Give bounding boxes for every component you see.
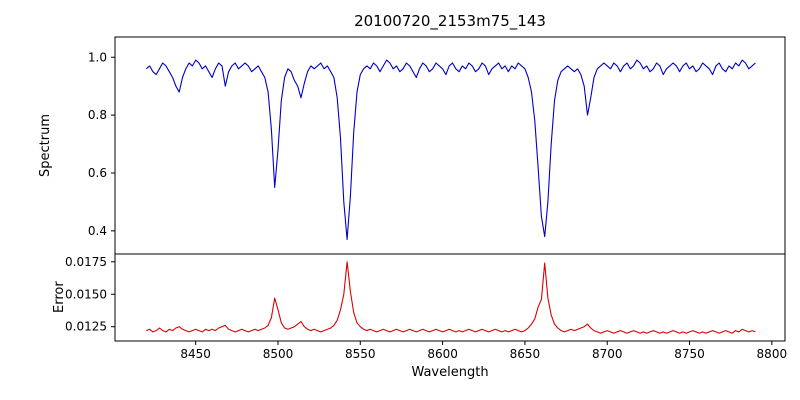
spectrum-y-tick-label: 0.8	[88, 108, 107, 122]
spectrum-line	[145, 59, 756, 241]
error-y-tick-label: 0.0125	[65, 320, 107, 334]
error-line	[146, 261, 756, 334]
x-tick-label: 8650	[510, 347, 541, 361]
x-axis-label: Wavelength	[411, 365, 489, 380]
error-axes-frame	[114, 253, 786, 342]
x-tick-label: 8700	[592, 347, 623, 361]
spectrum-y-tick-label: 1.0	[88, 50, 107, 64]
x-tick-label: 8500	[263, 347, 294, 361]
spectrum-y-tick-label: 0.4	[88, 224, 107, 238]
spectrum-y-axis-label: Spectrum	[38, 114, 53, 177]
error-y-tick-label: 0.0150	[65, 287, 107, 301]
x-tick-label: 8600	[427, 347, 458, 361]
error-y-axis-label: Error	[52, 281, 67, 314]
chart-title: 20100720_2153m75_143	[354, 12, 546, 30]
spectrum-y-tick-label: 0.6	[88, 166, 107, 180]
x-tick-label: 8450	[180, 347, 211, 361]
x-tick-label: 8800	[757, 347, 788, 361]
x-tick-label: 8550	[345, 347, 376, 361]
error-y-tick-label: 0.0175	[65, 255, 107, 269]
x-tick-label: 8750	[674, 347, 705, 361]
